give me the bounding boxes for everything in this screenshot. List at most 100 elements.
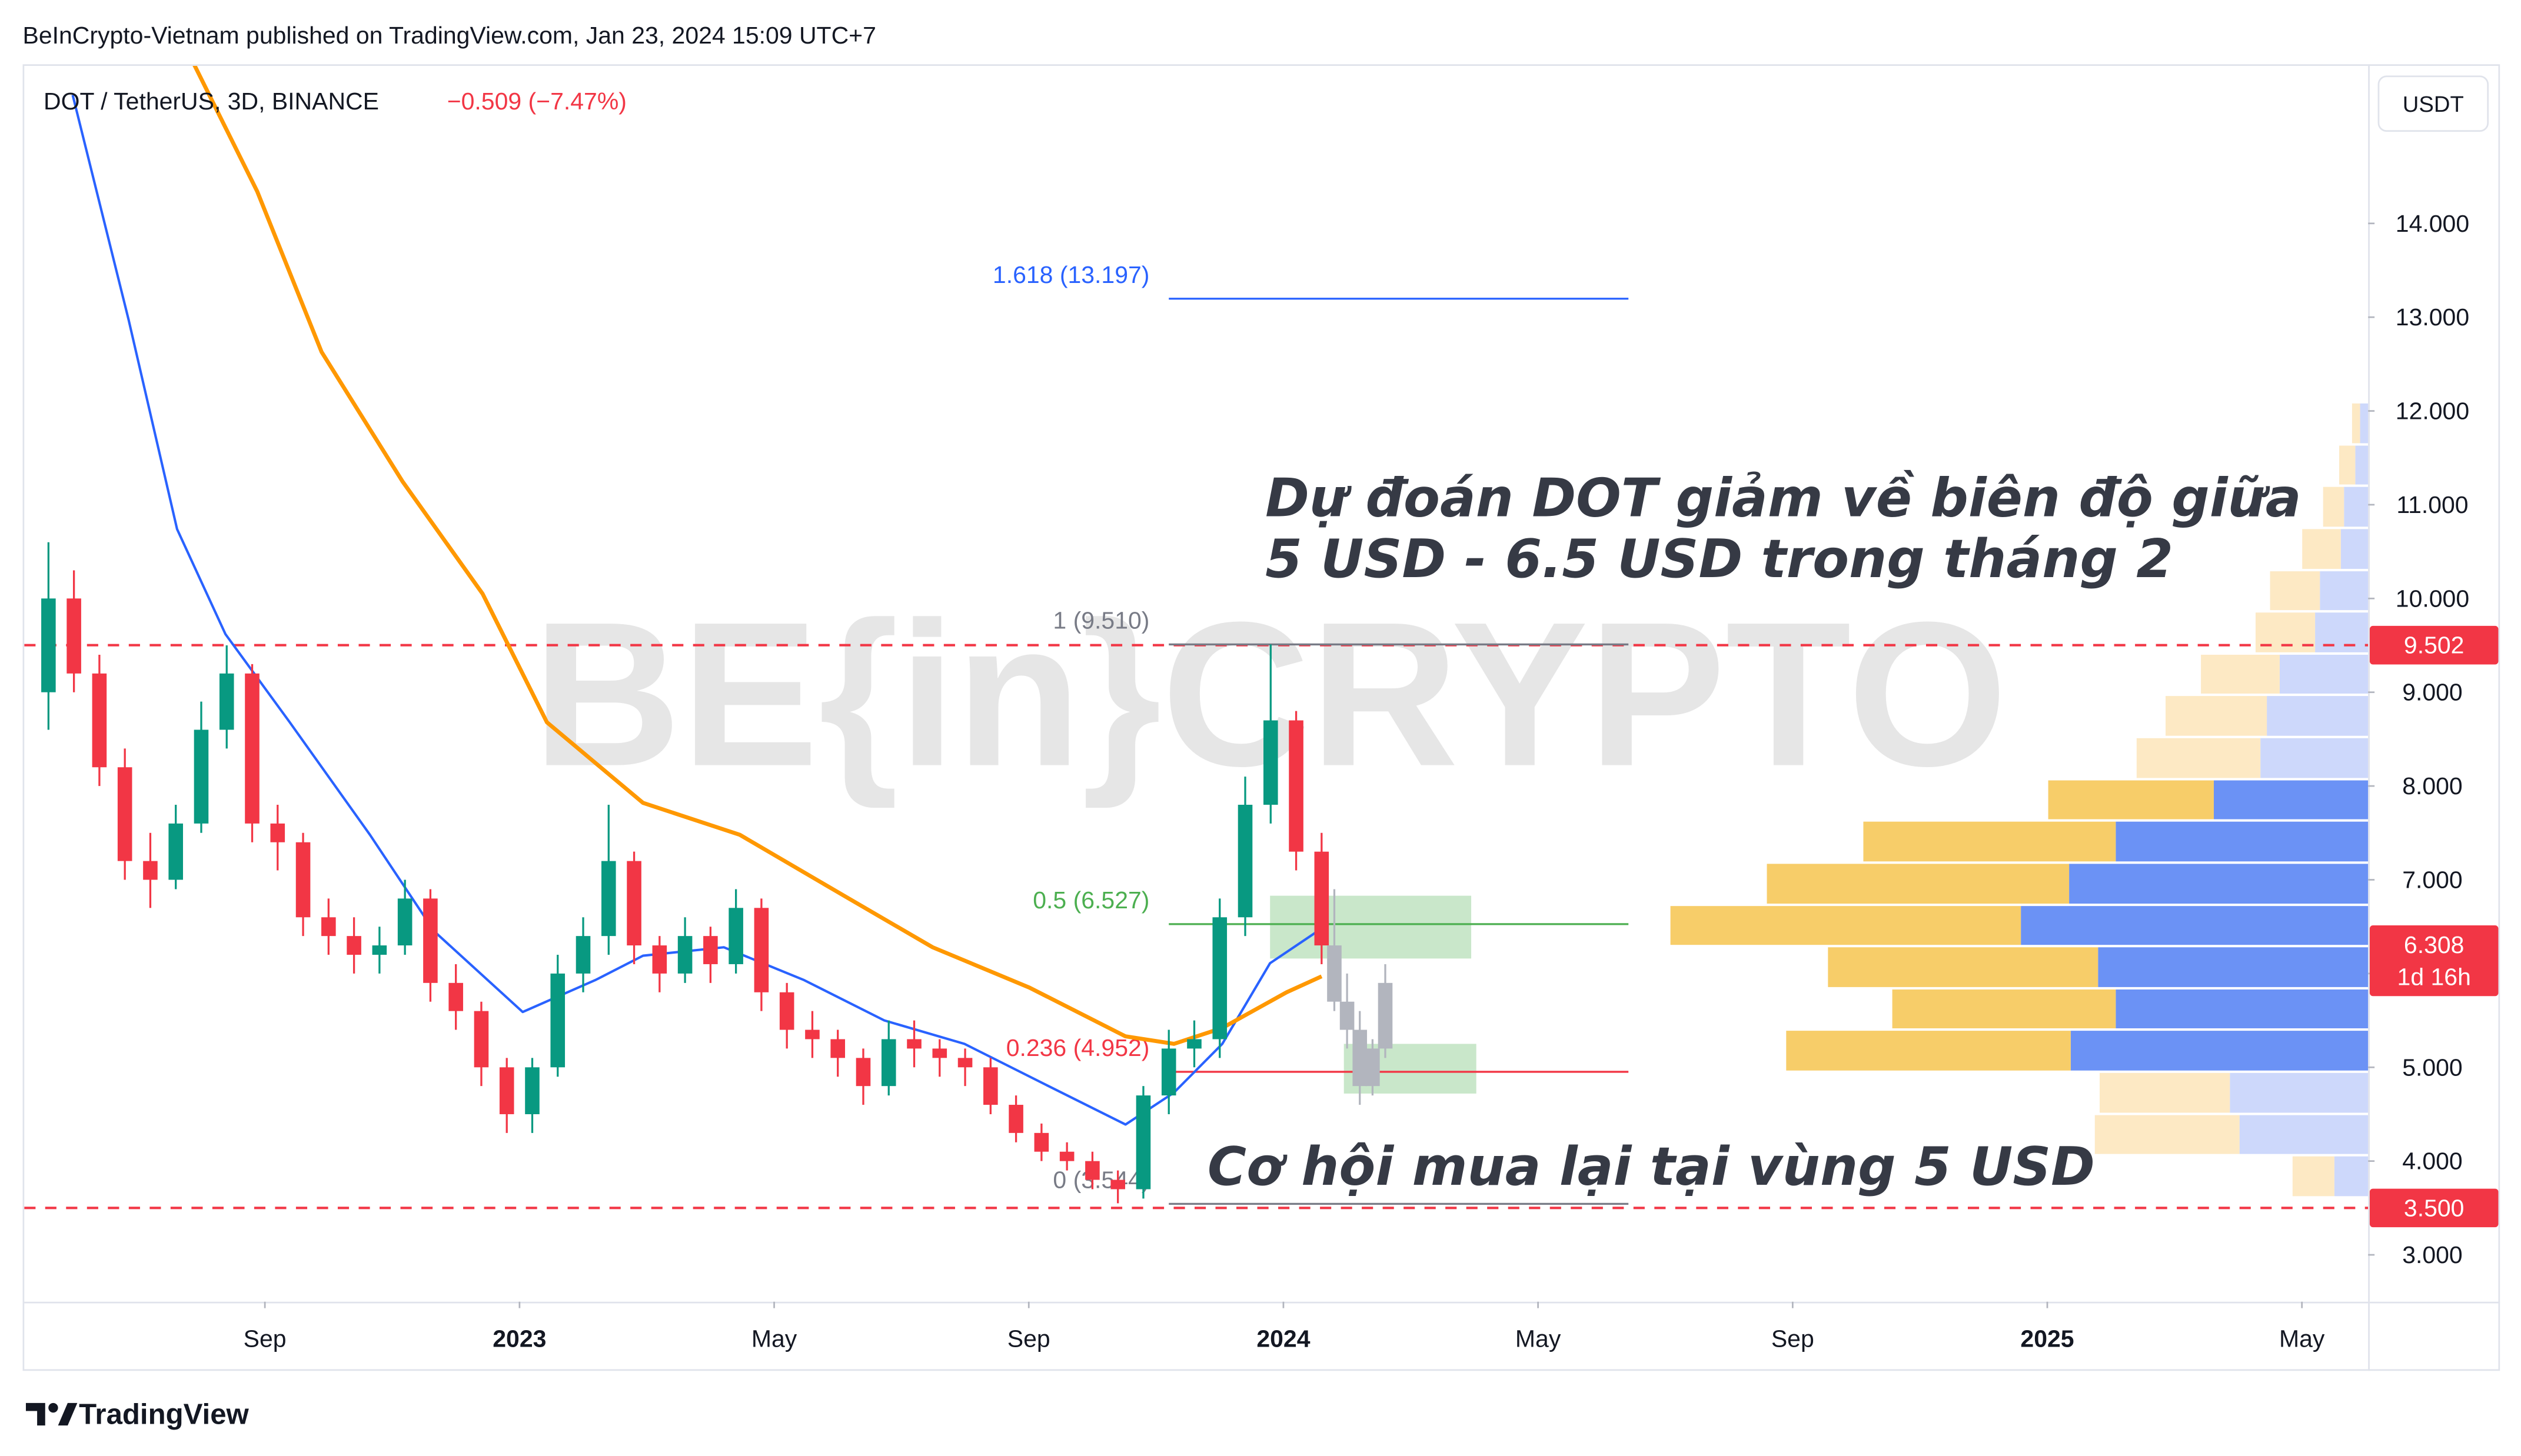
volume-up xyxy=(1767,864,2070,904)
candle-body xyxy=(347,936,361,955)
candle-body xyxy=(66,598,81,674)
price-tag xyxy=(2369,625,2499,665)
candle-body xyxy=(1110,1180,1125,1190)
candle-body xyxy=(932,1048,947,1058)
price-change: −0.509 (−7.47%) xyxy=(447,88,627,115)
volume-down xyxy=(2116,821,2369,862)
zone xyxy=(1270,895,1472,959)
volume-down xyxy=(2320,571,2369,611)
candle-body xyxy=(168,823,184,880)
annotation: Dự đoán DOT giảm về biên độ giữa xyxy=(1265,467,2301,529)
price-tag-label: 3.500 xyxy=(2404,1194,2465,1221)
candle-body xyxy=(1034,1132,1049,1152)
candle-body xyxy=(957,1058,973,1068)
candle-body xyxy=(1263,720,1278,805)
x-tick-label: May xyxy=(2279,1325,2325,1352)
fib-label: 0 (3.544) xyxy=(1053,1166,1149,1193)
candle-body xyxy=(92,673,107,768)
axes: 3.0004.0005.0006.0007.0008.0009.00010.00… xyxy=(244,210,2499,1352)
candle-body xyxy=(1161,1048,1176,1096)
symbol: DOT / TetherUS, 3D, BINANCE xyxy=(44,88,379,115)
candle-body xyxy=(1339,1001,1355,1030)
volume-up xyxy=(1786,1031,2071,1071)
candle-body xyxy=(779,992,794,1030)
candle-body xyxy=(550,973,566,1068)
header: BeInCrypto-Vietnam published on TradingV… xyxy=(23,22,876,49)
y-tick-label: 11.000 xyxy=(2396,491,2468,518)
candle-body xyxy=(1085,1161,1100,1180)
candle-body xyxy=(677,936,693,974)
candle-body xyxy=(117,767,132,861)
volume-down xyxy=(2116,989,2369,1029)
volume-down xyxy=(2098,947,2369,987)
candle-body xyxy=(805,1029,820,1039)
currency-box[interactable] xyxy=(2377,75,2489,132)
volume-down xyxy=(2360,403,2369,444)
candle-body xyxy=(1365,1048,1380,1087)
candle-body xyxy=(627,861,641,946)
candle-body xyxy=(194,729,209,824)
volume-up xyxy=(1828,947,2098,987)
candle-body xyxy=(321,917,336,937)
last-price-tag xyxy=(2369,925,2499,997)
volume-down xyxy=(2334,1156,2369,1197)
annotation: Cơ hội mua lại tại vùng 5 USD xyxy=(1208,1136,2095,1198)
x-tick-label: May xyxy=(1515,1325,1561,1352)
candle-body xyxy=(1327,945,1342,1002)
annotation: 5 USD - 6.5 USD trong tháng 2 xyxy=(1265,528,2173,590)
candle-body xyxy=(219,673,234,730)
volume-down xyxy=(2344,487,2369,527)
footer: TradingView xyxy=(79,1398,249,1430)
candle-body xyxy=(143,861,158,880)
price-tag xyxy=(2369,1188,2499,1228)
volume-down xyxy=(2315,612,2369,652)
y-tick-label: 9.000 xyxy=(2402,679,2463,706)
volume-down xyxy=(2213,780,2369,819)
y-tick-label: 5.000 xyxy=(2402,1054,2463,1081)
volume-down xyxy=(2355,445,2369,485)
candle-body xyxy=(397,898,413,946)
volume-down xyxy=(2340,529,2369,569)
candle-body xyxy=(754,908,769,992)
volume-up xyxy=(1863,821,2116,862)
candle-body xyxy=(1352,1029,1368,1087)
candle-body xyxy=(907,1039,922,1049)
volume-down xyxy=(2230,1072,2369,1113)
countdown-label: 1d 16h xyxy=(2397,963,2471,990)
volume-down xyxy=(2239,1115,2369,1154)
volume-up xyxy=(2339,445,2356,485)
volume-down xyxy=(2260,738,2369,778)
candle-body xyxy=(525,1067,540,1114)
volume-up xyxy=(2323,487,2344,527)
y-tick-label: 3.000 xyxy=(2402,1241,2463,1268)
volume-up xyxy=(2352,403,2360,444)
x-tick-label: Sep xyxy=(1007,1325,1050,1352)
currency[interactable]: USDT xyxy=(2403,92,2464,117)
volume-up xyxy=(1892,989,2116,1029)
candle-body xyxy=(1009,1105,1023,1133)
volume-up xyxy=(2165,696,2267,736)
x-tick-label: 2025 xyxy=(2020,1325,2074,1352)
volume-up xyxy=(1670,906,2021,945)
volume-down xyxy=(2069,864,2369,904)
candle-body xyxy=(703,936,718,964)
candle-body xyxy=(1314,851,1329,946)
volume-up xyxy=(2302,529,2341,569)
fib-label: 1 (9.510) xyxy=(1053,607,1149,634)
candle-body xyxy=(270,823,285,842)
volume-up xyxy=(2201,654,2280,694)
x-tick-label: 2023 xyxy=(493,1325,546,1352)
candle-body xyxy=(372,945,387,955)
volume-down xyxy=(2267,696,2369,736)
candle-body xyxy=(423,898,438,983)
y-tick-label: 7.000 xyxy=(2402,866,2463,893)
x-tick-label: Sep xyxy=(244,1325,287,1352)
y-tick-label: 14.000 xyxy=(2396,210,2469,237)
candle-body xyxy=(576,936,591,974)
candle-body xyxy=(601,861,616,937)
fib-label: 0.5 (6.527) xyxy=(1033,887,1149,914)
y-tick-label: 8.000 xyxy=(2402,772,2463,799)
